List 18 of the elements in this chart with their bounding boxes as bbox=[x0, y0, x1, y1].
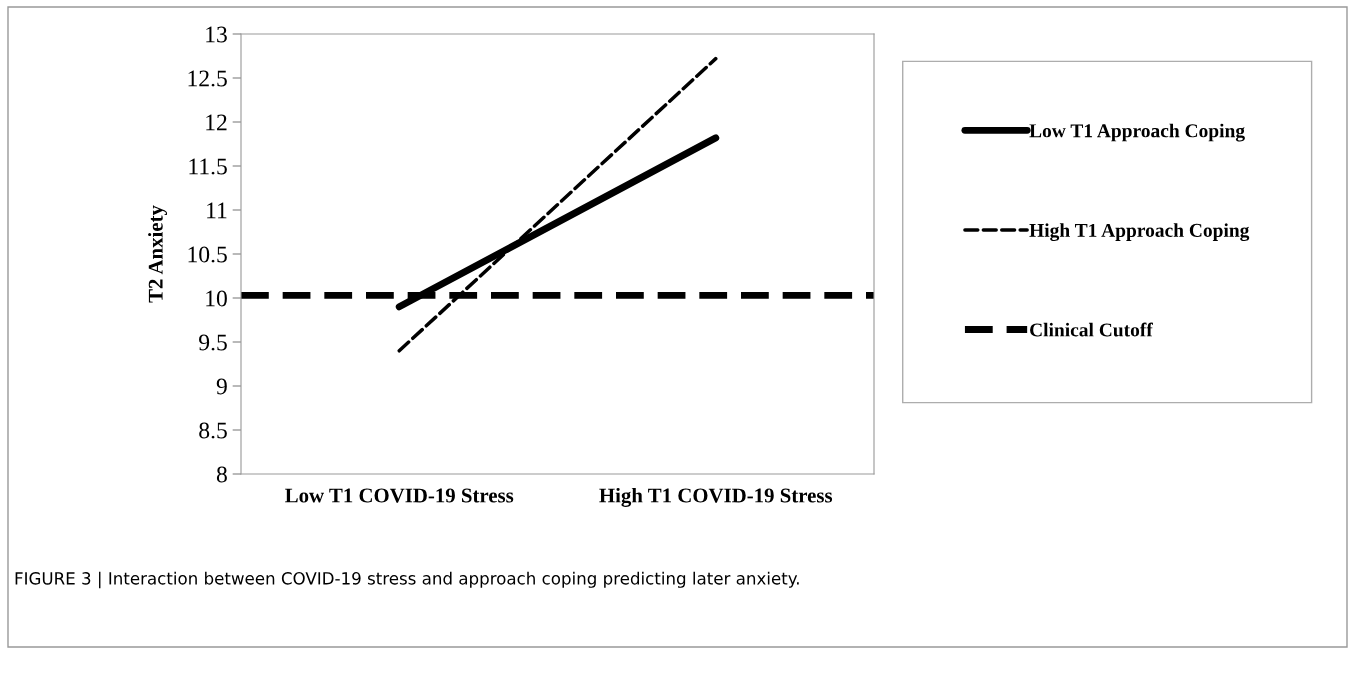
y-tick-label: 9.5 bbox=[199, 334, 227, 351]
x-tick-label: Low T1 COVID-19 Stress bbox=[285, 488, 514, 503]
legend-label: Low T1 Approach Coping bbox=[1029, 123, 1245, 142]
y-tick-label: 13 bbox=[206, 26, 227, 43]
y-tick-label: 9 bbox=[216, 378, 227, 395]
y-tick-label: 8.5 bbox=[199, 422, 227, 439]
y-tick-label: 12.5 bbox=[188, 70, 227, 87]
y-tick-label: 8 bbox=[216, 466, 227, 483]
x-tick-label: High T1 COVID-19 Stress bbox=[599, 487, 833, 507]
y-tick-label: 10.5 bbox=[188, 246, 227, 263]
y-tick-label: 10 bbox=[206, 290, 227, 307]
legend-label: High T1 Approach Coping bbox=[1029, 223, 1250, 242]
caption: FIGURE 3 | Interaction between COVID-19 stress and approach coping predicting later anxiety. bbox=[15, 571, 799, 589]
y-tick-label: 11 bbox=[207, 202, 227, 219]
legend-label: Clinical Cutoff bbox=[1030, 322, 1153, 337]
y-axis-title: T2 Anxiety bbox=[148, 205, 168, 303]
y-tick-label: 11.5 bbox=[189, 158, 227, 175]
y-tick-label: 12 bbox=[206, 114, 227, 131]
